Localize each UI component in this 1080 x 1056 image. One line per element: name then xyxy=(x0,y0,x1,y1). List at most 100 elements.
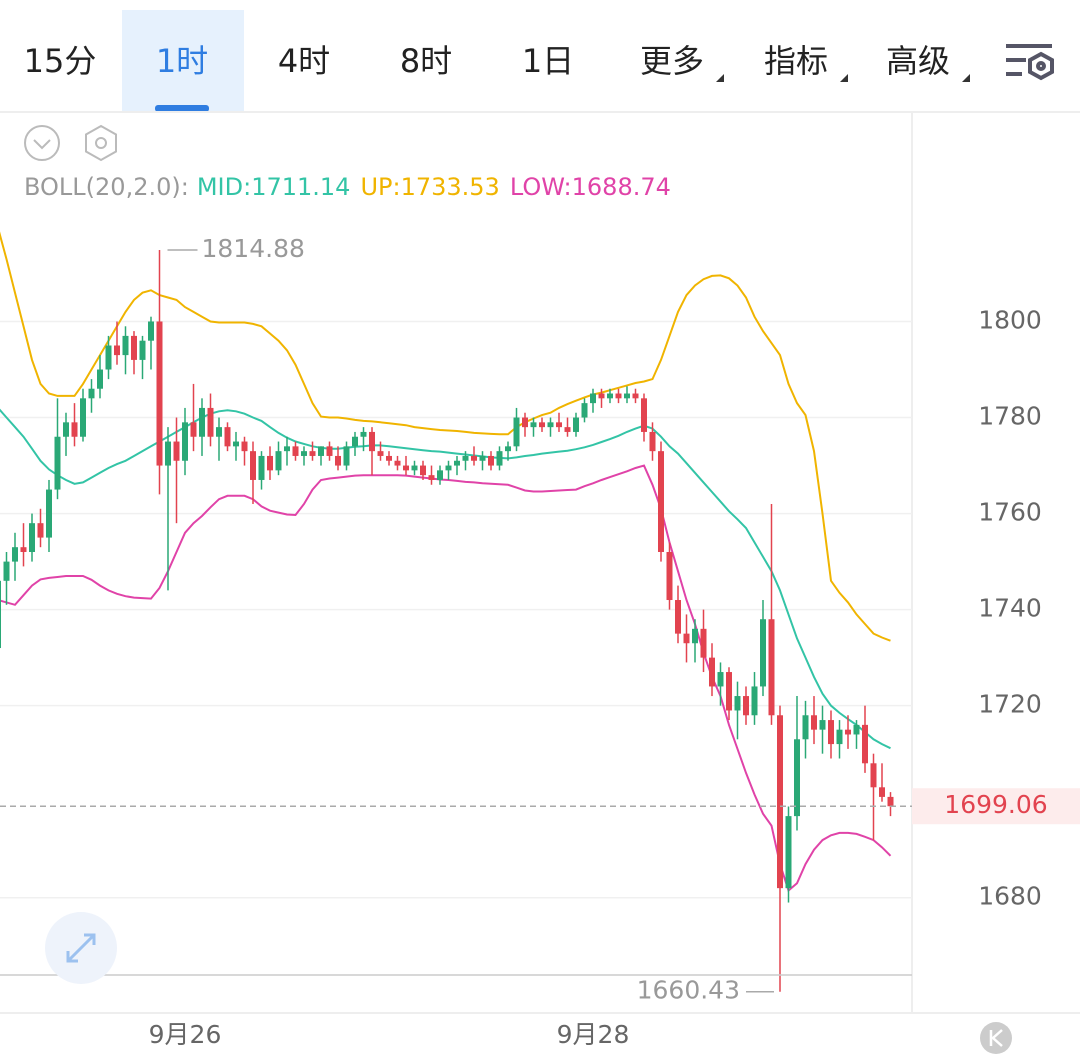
tab[interactable]: 15分 xyxy=(24,42,97,80)
candle-body xyxy=(828,720,834,745)
candle-body xyxy=(173,441,180,461)
candle-body xyxy=(479,455,486,461)
candle-body xyxy=(862,724,868,764)
candle-body xyxy=(37,523,44,538)
candle-body xyxy=(777,715,783,889)
candle-body xyxy=(182,422,188,461)
tab[interactable]: 8时 xyxy=(400,42,452,80)
y-tick-label: 1740 xyxy=(978,594,1042,623)
tab[interactable]: 1时 xyxy=(156,42,208,80)
candle-body xyxy=(573,417,579,432)
candle-body xyxy=(275,451,282,471)
scroll-end-button[interactable] xyxy=(980,1022,1012,1054)
candle-body xyxy=(530,422,537,428)
boll-legend: BOLL(20,2.0): MID:1711.14 UP:1733.53 LOW:16… xyxy=(24,173,671,201)
plot-area xyxy=(0,231,894,992)
chart-tools xyxy=(24,124,117,162)
y-tick-label: 1800 xyxy=(978,305,1042,334)
candle-body xyxy=(54,436,61,490)
indicator-settings[interactable] xyxy=(85,124,117,162)
candle-body xyxy=(632,393,639,399)
candle-body xyxy=(131,335,137,360)
tab[interactable]: 1日 xyxy=(522,42,574,80)
grid: 1680 1720 1740 1760 1780 1800 9月26 9月28 xyxy=(0,305,1042,1049)
legend-name: MID: xyxy=(197,173,251,201)
legend-value: 1711.14 xyxy=(251,173,350,201)
candle-body xyxy=(360,431,367,437)
min-label: 1660.43 xyxy=(637,976,740,1005)
indicator-name: BOLL(20,2.0): xyxy=(24,173,189,201)
candle-body xyxy=(853,724,860,735)
candle-body xyxy=(624,393,630,399)
active-tab-bg xyxy=(122,10,244,112)
candle-body xyxy=(352,436,358,447)
candle-body xyxy=(216,427,222,437)
candle-body xyxy=(199,407,205,437)
candle-body xyxy=(785,816,792,889)
candle-body xyxy=(377,451,384,456)
candle-body xyxy=(666,551,673,601)
candle-body xyxy=(343,446,350,466)
candle-body xyxy=(250,451,256,480)
candle-body xyxy=(411,465,418,471)
candle-body xyxy=(63,422,69,437)
legend-name: UP: xyxy=(360,173,400,201)
candle-body xyxy=(819,720,826,730)
candle-body xyxy=(879,787,885,797)
candle-body xyxy=(462,455,469,461)
candle-body xyxy=(658,451,664,552)
candle-body xyxy=(403,465,409,471)
collapse-button[interactable] xyxy=(24,125,60,161)
candle-body xyxy=(717,672,724,687)
candle-body xyxy=(760,619,766,687)
candle-body xyxy=(97,369,103,389)
candle-body xyxy=(233,441,239,447)
candle-body xyxy=(3,561,10,581)
y-tick-label: 1680 xyxy=(978,882,1042,911)
candle-body xyxy=(267,455,273,471)
candle-body xyxy=(318,446,324,456)
candle-body xyxy=(190,422,197,437)
tab[interactable]: 4时 xyxy=(278,42,330,80)
active-tab-indicator xyxy=(155,105,209,112)
candle-body xyxy=(768,619,775,716)
candle-body xyxy=(394,460,401,466)
tab[interactable]: 更多 xyxy=(640,42,704,80)
tab[interactable]: 指标 xyxy=(764,42,828,80)
candle-body xyxy=(726,672,732,711)
boll-line xyxy=(0,464,892,893)
candle-body xyxy=(122,335,129,356)
candle-body xyxy=(71,422,78,437)
candle-body xyxy=(802,715,809,740)
candle-body xyxy=(284,446,290,452)
candle-body xyxy=(581,403,588,418)
candle-body xyxy=(437,470,443,480)
candle-body xyxy=(488,455,494,466)
current-price-bg xyxy=(912,788,1080,825)
legend-value: 1688.74 xyxy=(572,173,671,201)
tab[interactable]: 高级 xyxy=(886,42,950,80)
candle-body xyxy=(309,451,316,456)
candle-body xyxy=(326,446,333,456)
candle-body xyxy=(513,417,520,447)
candle-body xyxy=(207,407,214,437)
settings-icon[interactable] xyxy=(1006,44,1054,81)
candle-body xyxy=(301,451,307,456)
candle-body xyxy=(80,398,86,437)
current-price-label: 1699.06 xyxy=(944,790,1047,819)
candle-body xyxy=(556,422,562,428)
candle-body xyxy=(547,422,554,428)
candle-body xyxy=(105,345,112,370)
candle-body xyxy=(675,600,681,634)
candle-body xyxy=(649,431,656,452)
tab-dropdown-markers xyxy=(716,74,970,82)
candle-body xyxy=(836,729,843,745)
fullscreen-button[interactable] xyxy=(45,912,117,984)
candle-body xyxy=(471,455,477,461)
candle-body xyxy=(258,455,265,480)
tab-bar: 15分 1时 4时 8时 1日 更多 指标 高级 xyxy=(24,10,950,112)
candle-body xyxy=(496,451,503,466)
candle-body xyxy=(751,686,758,716)
candle-body xyxy=(700,628,707,658)
candle-body xyxy=(386,455,392,461)
